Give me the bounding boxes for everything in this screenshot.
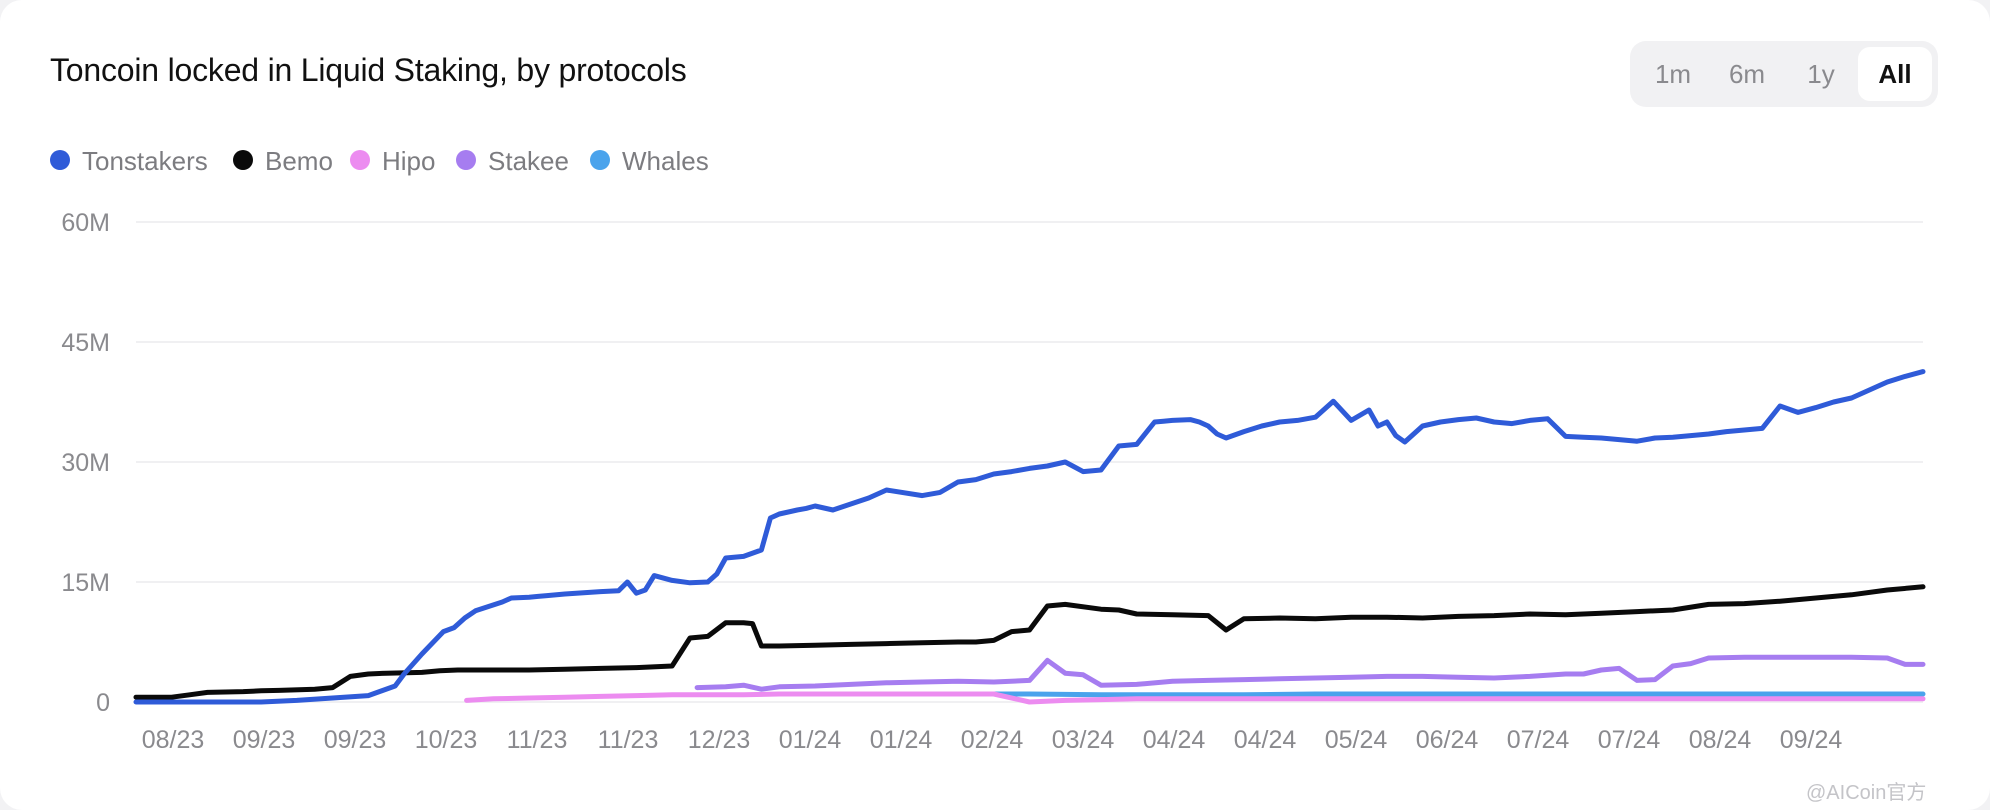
x-tick-label: 10/23 [415, 726, 478, 754]
range-1y-button[interactable]: 1y [1807, 59, 1835, 89]
x-tick-label: 03/24 [1052, 726, 1115, 754]
x-tick-label: 06/24 [1416, 726, 1479, 754]
y-tick-label: 45M [61, 329, 110, 357]
range-1m-button[interactable]: 1m [1654, 59, 1692, 89]
x-tick-label: 09/23 [324, 726, 387, 754]
x-tick-label: 08/24 [1689, 726, 1752, 754]
y-tick-label: 60M [61, 209, 110, 237]
x-tick-label: 04/24 [1143, 726, 1206, 754]
x-tick-label: 09/24 [1780, 726, 1843, 754]
x-tick-label: 02/24 [961, 726, 1024, 754]
x-tick-label: 11/23 [507, 726, 568, 754]
legend-dot [50, 150, 70, 170]
y-tick-label: 0 [96, 689, 110, 717]
series-line-stakee [694, 654, 1926, 692]
watermark: @AICoin官方 [1806, 782, 1927, 804]
y-tick-label: 15M [61, 569, 110, 597]
legend-dot [590, 150, 610, 170]
series-line-tonstakers [133, 369, 1926, 705]
legend-label: Tonstakers [82, 146, 208, 176]
x-tick-label: 07/24 [1598, 726, 1661, 754]
x-tick-label: 05/24 [1325, 726, 1388, 754]
legend-label: Bemo [265, 146, 333, 176]
x-tick-label: 12/23 [688, 726, 751, 754]
x-tick-label: 01/24 [870, 726, 933, 754]
legend-dot [350, 150, 370, 170]
chart-title: Toncoin locked in Liquid Staking, by pro… [50, 52, 687, 88]
legend-dot [233, 150, 253, 170]
x-tick-label: 11/23 [598, 726, 659, 754]
legend-label: Stakee [488, 146, 569, 176]
time-range-selector: 1m 6m 1y All [1630, 41, 1938, 107]
series-line-hipo [464, 691, 1926, 705]
x-tick-label: 08/23 [142, 726, 205, 754]
series-line-whales [821, 691, 1926, 698]
legend-label: Whales [622, 146, 709, 176]
series-line-bemo [133, 584, 1926, 700]
range-all-button[interactable]: All [1858, 47, 1932, 101]
x-tick-label: 07/24 [1507, 726, 1570, 754]
x-tick-label: 09/23 [233, 726, 296, 754]
range-6m-button[interactable]: 6m [1728, 59, 1766, 89]
legend-dot [456, 150, 476, 170]
x-tick-label: 01/24 [779, 726, 842, 754]
y-tick-label: 30M [61, 449, 110, 477]
x-tick-label: 04/24 [1234, 726, 1297, 754]
legend-label: Hipo [382, 146, 436, 176]
